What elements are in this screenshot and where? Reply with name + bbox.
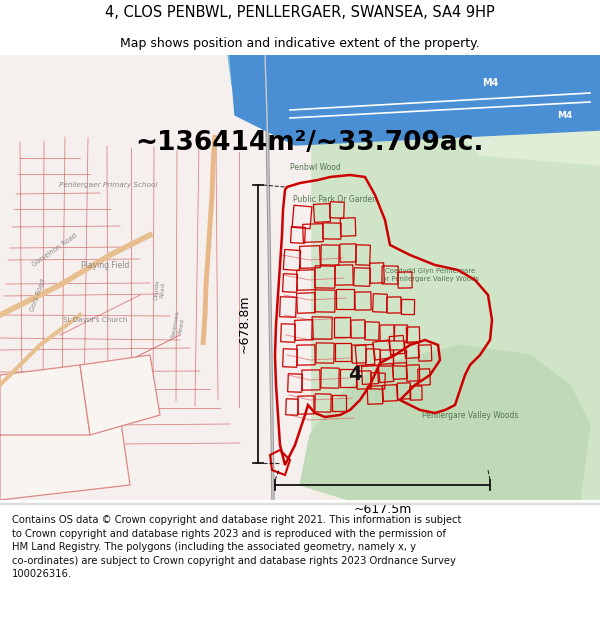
Text: Gors Road: Gors Road xyxy=(29,278,47,312)
Text: 4, CLOS PENBWL, PENLLERGAER, SWANSEA, SA4 9HP: 4, CLOS PENBWL, PENLLERGAER, SWANSEA, SA… xyxy=(105,4,495,19)
Text: ~617.5m: ~617.5m xyxy=(353,503,412,516)
Polygon shape xyxy=(300,345,590,500)
Text: M4: M4 xyxy=(557,111,572,119)
Text: Gorseinon Road: Gorseinon Road xyxy=(32,232,79,268)
Text: Penllergaer Primary School: Penllergaer Primary School xyxy=(59,182,157,188)
Text: Coedydd Glyn Penllergare
or Penllergare Valley Woods: Coedydd Glyn Penllergare or Penllergare … xyxy=(382,269,479,281)
Bar xyxy=(0,503,600,504)
Text: Penbwl Wood: Penbwl Wood xyxy=(290,162,340,171)
Text: Map shows position and indicative extent of the property.: Map shows position and indicative extent… xyxy=(120,38,480,51)
Text: Druids
Road: Druids Road xyxy=(154,279,166,301)
Polygon shape xyxy=(290,55,600,500)
Text: ~678.8m: ~678.8m xyxy=(238,295,251,353)
Text: Swansea
Road: Swansea Road xyxy=(170,311,186,339)
Text: St David's Church: St David's Church xyxy=(63,317,127,323)
Text: M4: M4 xyxy=(482,78,498,88)
Text: Penllergare Valley Woods: Penllergare Valley Woods xyxy=(422,411,518,419)
Text: ~136414m²/~33.709ac.: ~136414m²/~33.709ac. xyxy=(136,130,484,156)
Polygon shape xyxy=(80,355,160,435)
Text: Public Park Or Garden: Public Park Or Garden xyxy=(293,196,377,204)
Polygon shape xyxy=(0,415,130,500)
Text: Contains OS data © Crown copyright and database right 2021. This information is : Contains OS data © Crown copyright and d… xyxy=(12,515,461,579)
Text: 4: 4 xyxy=(348,366,362,384)
Polygon shape xyxy=(430,55,600,165)
Polygon shape xyxy=(228,55,270,125)
Polygon shape xyxy=(230,55,600,145)
Text: Playing Field: Playing Field xyxy=(81,261,129,269)
Polygon shape xyxy=(0,55,310,500)
Polygon shape xyxy=(0,365,90,435)
